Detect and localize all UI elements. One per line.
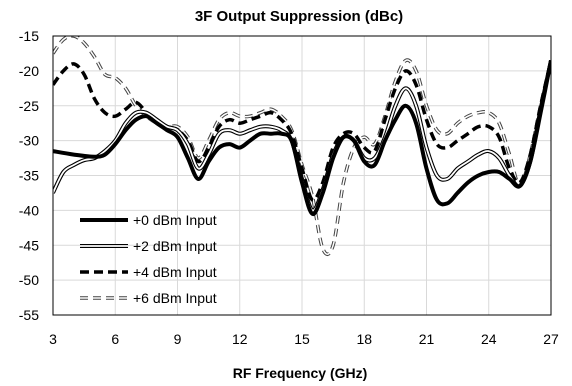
x-tick-label: 18 [356,331,372,347]
y-tick-labels: -15 -20 -25 -30 -35 -40 -45 -50 -55 [19,28,39,323]
x-tick-label: 3 [49,331,57,347]
legend-label: +4 dBm Input [133,264,217,280]
legend-label: +2 dBm Input [133,238,217,254]
plot-frame [52,35,552,316]
x-tick-label: 15 [294,331,310,347]
chart-title: 3F Output Suppression (dBc) [195,8,403,25]
y-tick-label: -45 [19,237,39,253]
x-tick-labels: 3 6 9 12 15 18 21 24 27 [49,331,559,347]
x-tick-label: 12 [232,331,248,347]
y-tick-label: -30 [19,133,39,149]
y-tick-label: -25 [19,98,39,114]
x-axis-label: RF Frequency (GHz) [233,365,368,381]
x-tick-label: 9 [174,331,182,347]
y-tick-label: -55 [19,307,39,323]
x-tick-label: 24 [481,331,497,347]
y-tick-label: -20 [19,63,39,79]
y-tick-label: -15 [19,28,39,44]
x-tick-label: 21 [419,331,435,347]
series-line [53,60,551,216]
y-tick-label: -40 [19,202,39,218]
y-tick-label: -35 [19,168,39,184]
series-line [53,60,551,202]
x-tick-label: 6 [111,331,119,347]
legend-label: +6 dBm Input [133,290,217,306]
series-lines [53,36,551,256]
legend: +0 dBm Input +2 dBm Input +4 dBm Input +6 d… [80,212,217,306]
y-tick-label: -50 [19,272,39,288]
series-line [53,36,551,255]
x-tick-label: 27 [543,331,559,347]
legend-label: +0 dBm Input [133,212,217,228]
